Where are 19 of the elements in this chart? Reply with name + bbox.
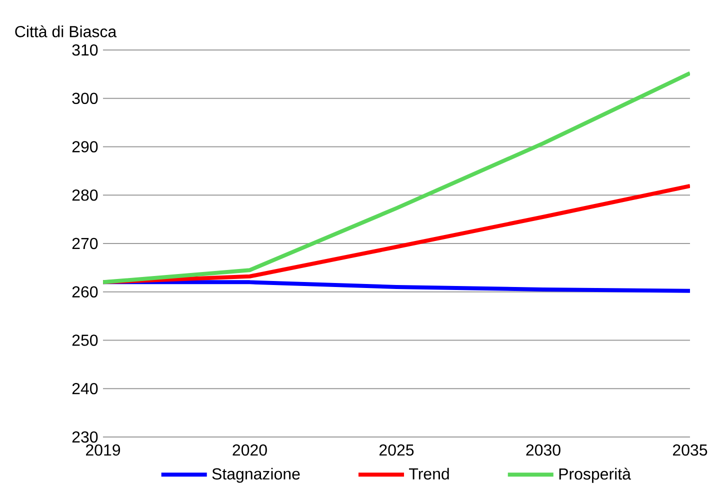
- y-tick-label: 230: [72, 431, 98, 443]
- y-tick-label: 260: [72, 286, 98, 298]
- y-tick-label: 240: [72, 382, 98, 394]
- y-tick-label: 300: [72, 92, 98, 104]
- line-series: [103, 71, 690, 284]
- y-tick-label: 290: [72, 141, 98, 152]
- x-tick-label: 2019: [86, 444, 120, 456]
- x-tick-label: 2020: [232, 444, 267, 456]
- legend-label: Trend: [409, 468, 449, 480]
- y-tick-label: 310: [72, 44, 98, 56]
- y-tick-label: 280: [72, 189, 98, 201]
- legend-label: Stagnazione: [212, 468, 300, 483]
- y-tick-label: 270: [72, 238, 98, 250]
- legend-label: Prosperità: [559, 468, 631, 483]
- x-tick-label: 2025: [380, 444, 414, 456]
- y-tick-label: 250: [72, 334, 98, 346]
- x-tick-label: 2035: [672, 444, 708, 456]
- y-axis-title: Città di Biasca: [15, 25, 117, 38]
- x-tick-label: 2030: [526, 444, 560, 456]
